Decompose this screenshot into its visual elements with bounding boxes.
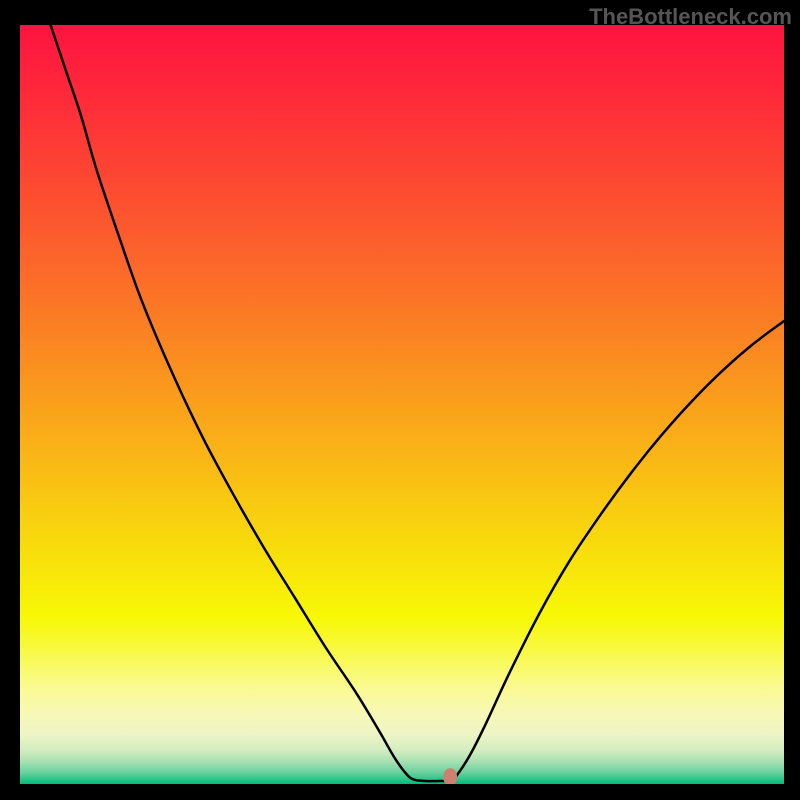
plot-background xyxy=(20,25,784,784)
watermark-text: TheBottleneck.com xyxy=(589,4,792,30)
optimal-point-marker xyxy=(443,768,457,786)
border-bottom xyxy=(0,784,800,800)
chart-container: TheBottleneck.com xyxy=(0,0,800,800)
border-left xyxy=(0,0,20,800)
bottleneck-chart xyxy=(0,0,800,800)
border-right xyxy=(784,0,800,800)
